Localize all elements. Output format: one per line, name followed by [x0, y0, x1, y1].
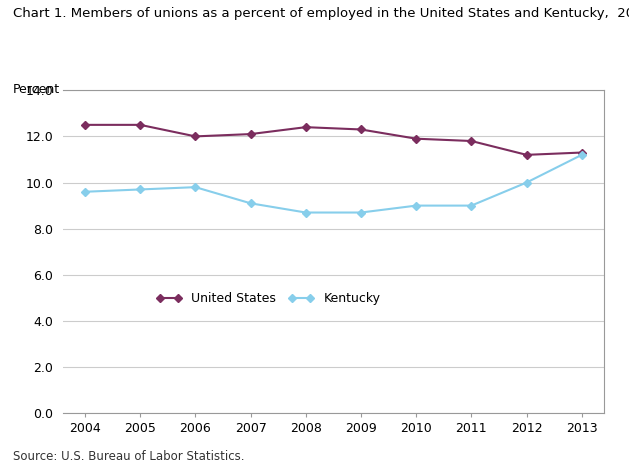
United States: [247, 131, 254, 137]
Kentucky: [413, 203, 420, 209]
United States: [578, 150, 586, 155]
Kentucky: [81, 189, 89, 195]
Kentucky: [523, 180, 530, 185]
Line: Kentucky: Kentucky: [82, 152, 584, 215]
United States: [523, 152, 530, 158]
Kentucky: [247, 200, 254, 206]
Legend: United States, Kentucky: United States, Kentucky: [151, 287, 386, 310]
Kentucky: [357, 209, 365, 215]
Kentucky: [578, 152, 586, 158]
Kentucky: [136, 187, 144, 192]
Text: Percent: Percent: [13, 83, 60, 96]
Text: Chart 1. Members of unions as a percent of employed in the United States and Ken: Chart 1. Members of unions as a percent …: [13, 7, 629, 20]
United States: [413, 136, 420, 142]
United States: [136, 122, 144, 128]
Kentucky: [192, 184, 199, 190]
United States: [192, 133, 199, 139]
Kentucky: [467, 203, 475, 209]
United States: [302, 124, 309, 130]
United States: [81, 122, 89, 128]
Kentucky: [302, 209, 309, 215]
Line: United States: United States: [82, 122, 584, 158]
Text: Source: U.S. Bureau of Labor Statistics.: Source: U.S. Bureau of Labor Statistics.: [13, 450, 244, 463]
United States: [467, 138, 475, 144]
United States: [357, 127, 365, 133]
